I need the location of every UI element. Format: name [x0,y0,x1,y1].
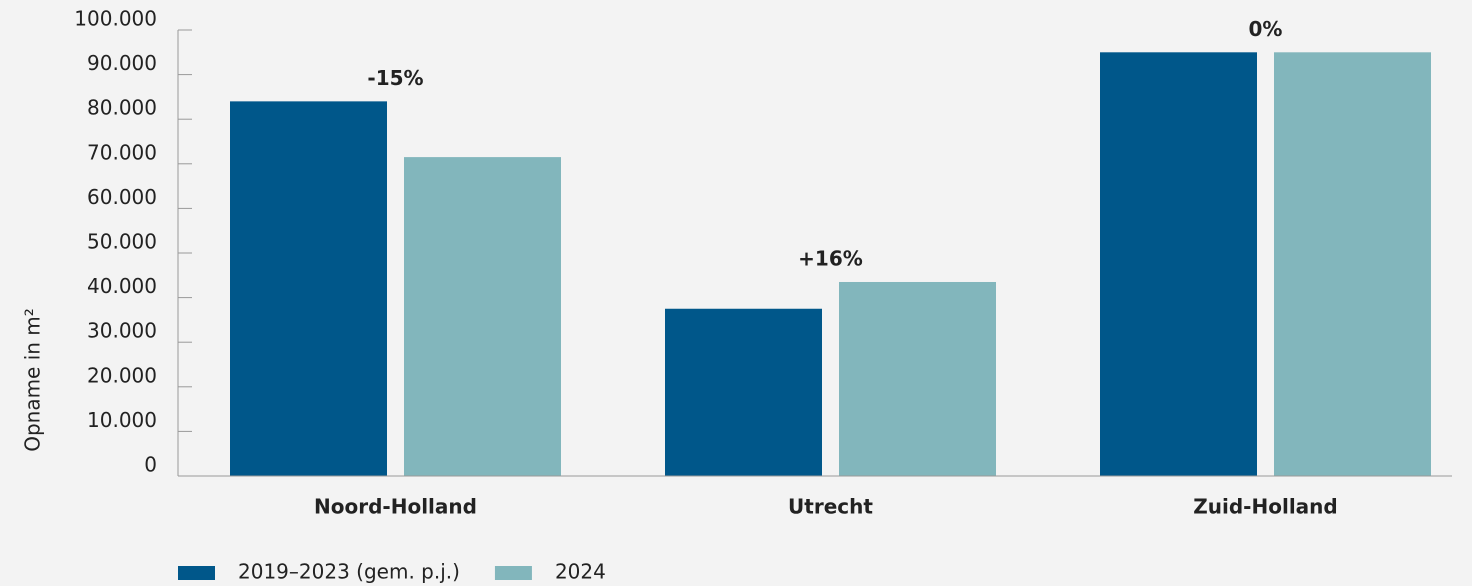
x-tick-label: Zuid-Holland [1193,495,1337,519]
x-tick-label: Utrecht [788,495,873,519]
bar [230,101,387,477]
bar [665,308,822,476]
annotation: +16% [798,246,863,270]
legend-label: 2019–2023 (gem. p.j.) [238,560,460,584]
legend-swatch [494,566,532,580]
bar [839,281,996,476]
y-tick-label: 90.000 [87,51,157,75]
annotation: -15% [367,66,423,90]
bar [1274,52,1431,477]
y-axis-label: Opname in m² [21,308,45,452]
y-tick-label: 40.000 [87,274,157,298]
bar [404,157,561,477]
y-tick-label: 60.000 [87,185,157,209]
x-tick-label: Noord-Holland [314,495,477,519]
annotation: 0% [1249,17,1283,41]
y-tick-label: 50.000 [87,230,157,254]
y-tick-label: 80.000 [87,96,157,120]
y-tick-label: 100.000 [74,7,157,31]
y-tick-label: 20.000 [87,363,157,387]
y-tick-label: 30.000 [87,319,157,343]
y-tick-label: 10.000 [87,408,157,432]
legend-swatch [178,566,215,580]
bar [1100,52,1257,477]
y-tick-label: 0 [144,453,157,477]
legend-label: 2024 [555,560,606,584]
y-tick-label: 70.000 [87,140,157,164]
